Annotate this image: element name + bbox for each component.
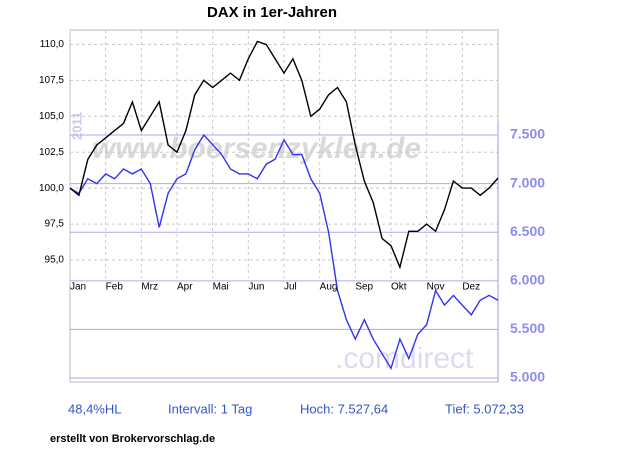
stat: 48,4%HL (68, 401, 121, 416)
x-tick-label: Mrz (141, 282, 158, 293)
stat: Tief: 5.072,33 (445, 401, 524, 416)
y-tick-label: 105,0 (39, 111, 64, 122)
x-tick-label: Jun (248, 282, 264, 293)
series-line (69, 40, 499, 270)
footer: erstellt von Brokervorschlag.de (50, 433, 215, 445)
chart-title: DAX in 1er-Jahren (207, 4, 337, 21)
x-tick-label: Sep (355, 282, 373, 293)
y-tick-label: 107,5 (39, 75, 64, 86)
series-line (69, 133, 499, 370)
y2-tick-label: 6.500 (510, 223, 545, 239)
x-tick-label: Mai (213, 282, 229, 293)
year-label: 2011 (69, 112, 84, 140)
y2-tick-label: 6.000 (510, 272, 545, 288)
x-tick-label: Aug (320, 282, 338, 293)
x-tick-label: Dez (462, 282, 480, 293)
y2-tick-label: 7.000 (510, 174, 545, 190)
stat: Hoch: 7.527,64 (300, 401, 388, 416)
y-tick-label: 110,0 (40, 39, 65, 50)
y2-tick-label: 5.000 (510, 369, 545, 385)
x-tick-label: Okt (391, 282, 407, 293)
x-tick-label: Jul (284, 282, 297, 293)
y-tick-label: 97,5 (45, 219, 65, 230)
watermark: .comdirect (335, 342, 474, 375)
stat: Intervall: 1 Tag (168, 401, 252, 416)
watermark: www.boersenzyklen.de (92, 132, 421, 165)
y2-tick-label: 5.500 (510, 320, 545, 336)
x-tick-label: Feb (106, 282, 124, 293)
x-tick-label: Nov (427, 282, 445, 293)
y2-tick-label: 7.500 (510, 126, 545, 142)
y-tick-label: 100,0 (39, 183, 64, 194)
x-tick-label: Apr (177, 282, 193, 293)
y-tick-label: 102,5 (39, 147, 64, 158)
y-tick-label: 95,0 (45, 255, 65, 266)
x-tick-label: Jan (70, 282, 86, 293)
